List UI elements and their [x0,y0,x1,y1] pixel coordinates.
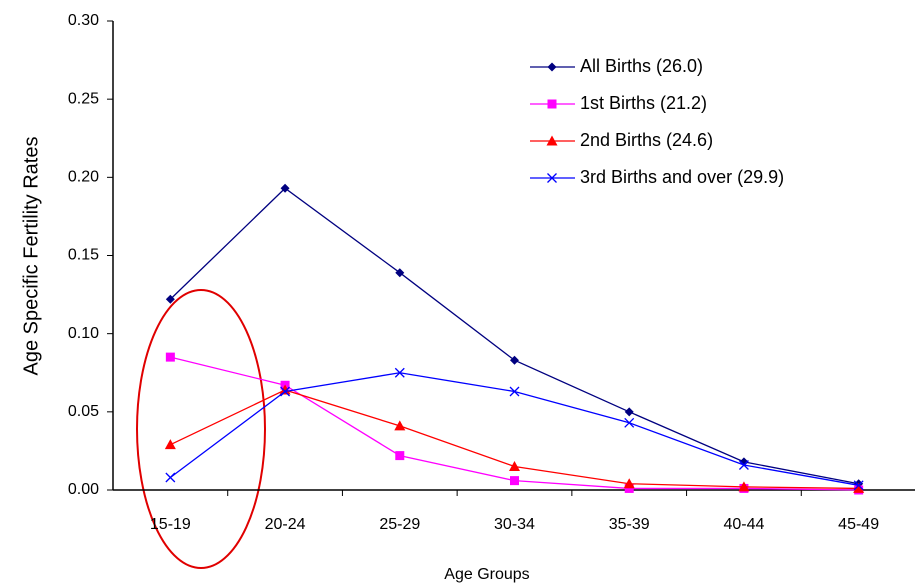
legend-label: All Births (26.0) [580,56,703,76]
point [624,417,635,428]
legend-label: 1st Births (21.2) [580,93,707,113]
point [547,99,557,109]
x-tick-label: 30-34 [494,516,535,533]
point [738,460,749,470]
y-tick-label: 0.10 [68,325,99,342]
point [394,367,405,378]
point [509,386,520,397]
y-tick-label: 0.15 [68,247,99,264]
point [280,183,290,193]
y-tick-label: 0.00 [68,481,99,498]
point [624,407,634,417]
y-tick-label: 0.30 [68,12,99,29]
point [547,62,557,72]
y-tick-label: 0.05 [68,403,99,420]
y-tick-label: 0.25 [68,90,99,107]
point [395,451,405,461]
point [165,352,175,362]
point [165,472,176,483]
x-tick-label: 15-19 [150,516,191,533]
point [395,268,405,278]
series-line [170,389,859,490]
highlight-ellipse [136,289,266,569]
series-line [169,187,859,485]
x-tick-label: 25-29 [379,516,420,533]
point [279,384,291,395]
point [853,482,865,493]
x-tick-label: 35-39 [609,516,650,533]
point [165,294,175,304]
x-tick-label: 45-49 [838,516,879,533]
x-tick-label: 40-44 [723,516,764,533]
y-axis-label: Age Specific Fertility Rates [20,137,42,376]
point [624,483,634,493]
point [164,439,176,450]
legend-label: 2nd Births (24.6) [580,130,713,150]
point [509,461,520,472]
point [510,476,519,486]
x-axis-label: Age Groups [444,566,529,583]
legend-label: 3rd Births and over (29.9) [580,167,784,187]
point [853,480,864,491]
point [623,478,635,489]
point [394,420,406,431]
point [510,355,519,365]
y-tick-label: 0.20 [68,169,99,186]
point [280,386,291,397]
x-tick-label: 20-24 [265,516,306,533]
point [547,173,557,183]
point [546,135,558,146]
point [738,481,750,492]
